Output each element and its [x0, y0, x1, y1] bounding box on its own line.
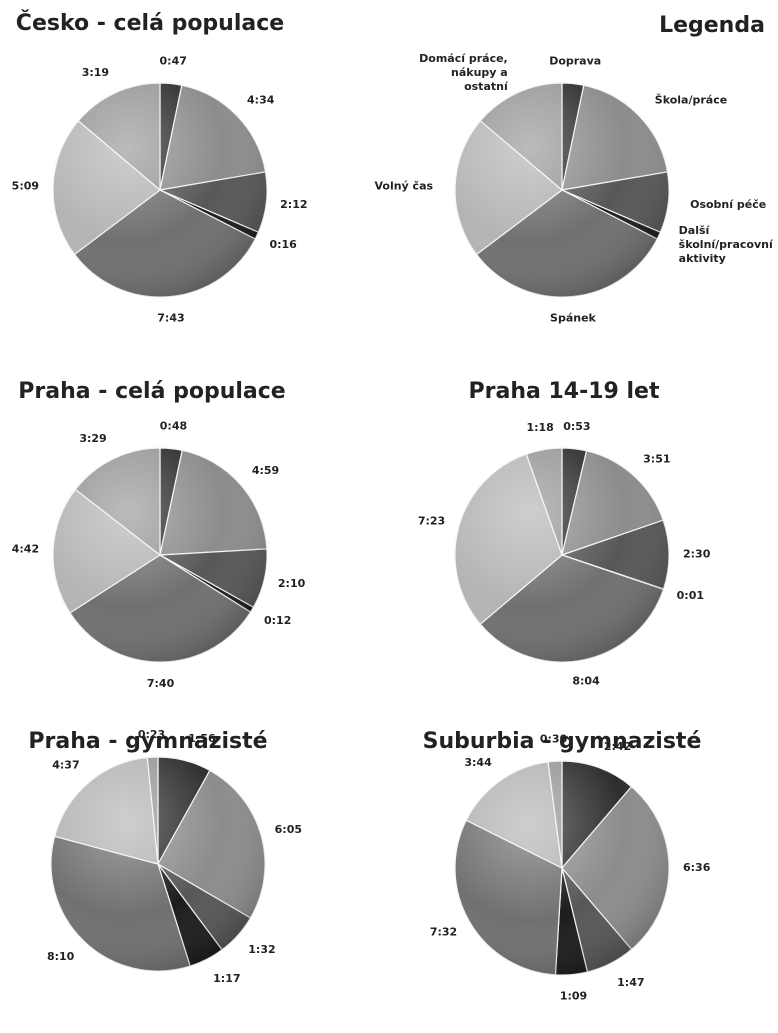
category-label-line: Spánek — [550, 312, 597, 325]
category-label-line: aktivity — [679, 252, 726, 265]
category-label: Domácí práce, nákupy a ostatní — [419, 52, 509, 93]
category-label-line: Domácí práce, — [419, 52, 508, 65]
value-label: 6:05 — [275, 823, 302, 836]
value-label: 1:18 — [526, 421, 553, 434]
value-label: 0:47 — [160, 55, 187, 68]
value-label: 0:48 — [160, 420, 187, 433]
value-label: 7:32 — [430, 926, 457, 939]
category-label: Volný čas — [374, 179, 433, 192]
chart-title: Praha 14-19 let — [469, 379, 660, 404]
value-label: 4:59 — [252, 464, 279, 477]
value-label: 4:42 — [12, 542, 39, 555]
category-label: Osobní péče — [690, 198, 766, 211]
category-label-line: nákupy a — [451, 66, 508, 79]
chart-title: Praha - celá populace — [18, 379, 285, 404]
value-label: 4:34 — [247, 93, 275, 106]
value-label: 0:12 — [264, 614, 291, 627]
value-label: 2:30 — [683, 547, 711, 560]
value-label: 3:44 — [464, 756, 492, 769]
value-label: 0:30 — [540, 732, 568, 745]
value-label: 0:01 — [677, 589, 704, 602]
category-label-line: Osobní péče — [690, 198, 766, 211]
value-label: 2:10 — [278, 577, 306, 590]
category-label: Doprava — [549, 55, 601, 68]
value-label: 2:42 — [604, 740, 631, 753]
category-label-line: Volný čas — [374, 179, 433, 192]
value-label: 0:16 — [269, 238, 297, 251]
value-label: 1:47 — [617, 976, 644, 989]
category-label: Spánek — [550, 312, 597, 325]
category-label: Škola/práce — [655, 93, 727, 106]
value-label: 4:37 — [52, 759, 79, 772]
category-label-line: Doprava — [549, 55, 601, 68]
category-label-line: Škola/práce — [655, 93, 727, 106]
value-label: 8:04 — [572, 675, 600, 688]
value-label: 3:29 — [79, 432, 106, 445]
value-label: 7:40 — [147, 677, 175, 690]
value-label: 8:10 — [47, 950, 75, 963]
chart-title: Česko - celá populace — [16, 10, 284, 36]
category-label-line: ostatní — [464, 80, 509, 93]
value-label: 5:09 — [12, 179, 39, 192]
chart-title: Suburbia - gymnazisté — [423, 729, 702, 754]
value-label: 2:12 — [280, 198, 307, 211]
category-label: Další školní/pracovní aktivity — [679, 224, 774, 265]
value-label: 7:43 — [157, 312, 184, 325]
category-label-line: školní/pracovní — [679, 238, 774, 251]
category-label-line: Další — [679, 224, 711, 237]
chart-title: Legenda — [659, 13, 765, 38]
value-label: 6:36 — [683, 861, 711, 874]
value-label: 1:09 — [560, 989, 587, 1002]
value-label: 7:23 — [418, 514, 445, 527]
value-label: 0:23 — [138, 728, 165, 741]
value-label: 3:51 — [643, 452, 670, 465]
value-label: 1:17 — [213, 972, 240, 985]
chart-title: Praha - gymnazisté — [28, 729, 267, 754]
value-label: 1:56 — [188, 732, 216, 745]
value-label: 0:53 — [563, 420, 590, 433]
value-label: 3:19 — [82, 66, 109, 79]
value-label: 1:32 — [248, 943, 275, 956]
